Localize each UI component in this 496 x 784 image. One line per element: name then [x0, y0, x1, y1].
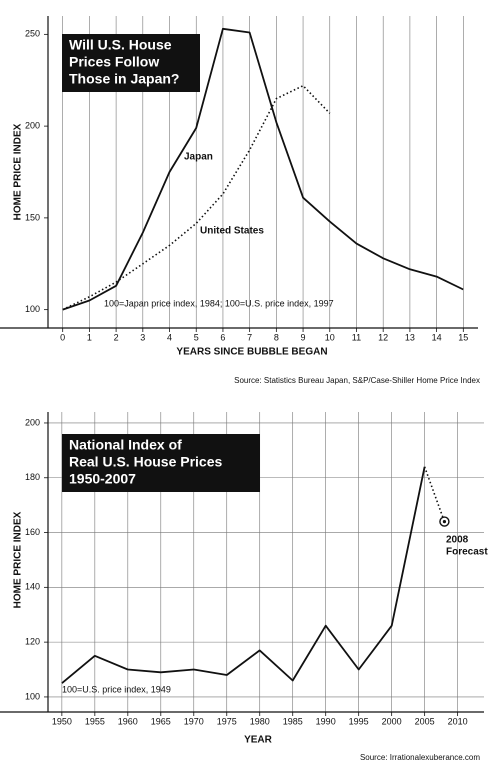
annotation: Japan — [184, 152, 213, 163]
x-tick-label: 12 — [378, 332, 388, 342]
source-note: Source: Irrationalexuberance.com — [360, 753, 480, 762]
y-tick-label: 100 — [25, 304, 40, 314]
y-tick-label: 150 — [25, 212, 40, 222]
chart-title: National Index of — [69, 437, 182, 453]
x-tick-label: 11 — [352, 332, 361, 342]
y-tick-label: 160 — [25, 527, 40, 537]
x-tick-label: 1990 — [316, 716, 336, 726]
x-tick-label: 3 — [140, 332, 145, 342]
x-tick-label: 1995 — [349, 716, 369, 726]
x-tick-label: 1950 — [52, 716, 72, 726]
y-tick-label: 180 — [25, 472, 40, 482]
annotation: 2008 — [446, 535, 469, 546]
x-tick-label: 1980 — [250, 716, 270, 726]
annotation: United States — [200, 226, 264, 237]
y-axis-label: HOME PRICE INDEX — [13, 123, 24, 220]
x-tick-label: 10 — [325, 332, 335, 342]
title-box — [62, 434, 260, 492]
x-tick-label: 14 — [432, 332, 442, 342]
x-tick-label: 2005 — [415, 716, 435, 726]
y-tick-label: 120 — [25, 637, 40, 647]
title-box — [62, 34, 200, 92]
x-tick-label: 2010 — [448, 716, 468, 726]
y-tick-label: 100 — [25, 691, 40, 701]
y-tick-label: 200 — [25, 417, 40, 427]
x-axis-label: YEAR — [244, 735, 273, 746]
x-axis-label: YEARS SINCE BUBBLE BEGAN — [176, 347, 327, 358]
series-line — [62, 27, 464, 311]
x-tick-label: 5 — [194, 332, 199, 342]
x-tick-label: 7 — [247, 332, 252, 342]
series-line — [61, 466, 426, 684]
y-tick-label: 250 — [25, 29, 40, 39]
y-tick-label: 200 — [25, 120, 40, 130]
x-tick-label: 0 — [60, 332, 65, 342]
x-tick-label: 2 — [114, 332, 119, 342]
series-line — [423, 466, 446, 522]
chart-title: Those in Japan? — [69, 71, 179, 87]
x-tick-label: 1975 — [217, 716, 237, 726]
x-tick-label: 1 — [87, 332, 92, 342]
x-tick-label: 1985 — [283, 716, 303, 726]
x-tick-label: 2000 — [382, 716, 402, 726]
x-tick-label: 1960 — [118, 716, 138, 726]
chart-title: 1950-2007 — [69, 471, 136, 487]
y-axis-label: HOME PRICE INDEX — [13, 511, 24, 608]
chart-title: Prices Follow — [69, 54, 159, 70]
chart-title: Real U.S. House Prices — [69, 454, 223, 470]
x-tick-label: 15 — [458, 332, 468, 342]
source-note: Source: Statistics Bureau Japan, S&P/Cas… — [234, 376, 480, 385]
forecast-marker-dot — [442, 519, 447, 524]
y-tick-label: 140 — [25, 582, 40, 592]
x-tick-label: 4 — [167, 332, 172, 342]
x-tick-label: 9 — [301, 332, 306, 342]
annotation: Forecast — [446, 547, 488, 558]
x-tick-label: 1955 — [85, 716, 105, 726]
x-tick-label: 13 — [405, 332, 415, 342]
chart-title: Will U.S. House — [69, 37, 172, 53]
x-tick-label: 1970 — [184, 716, 204, 726]
annotation: 100=Japan price index, 1984; 100=U.S. pr… — [104, 298, 334, 308]
x-tick-label: 8 — [274, 332, 279, 342]
x-tick-label: 1965 — [151, 716, 171, 726]
annotation: 100=U.S. price index, 1949 — [62, 684, 171, 694]
x-tick-label: 6 — [220, 332, 225, 342]
